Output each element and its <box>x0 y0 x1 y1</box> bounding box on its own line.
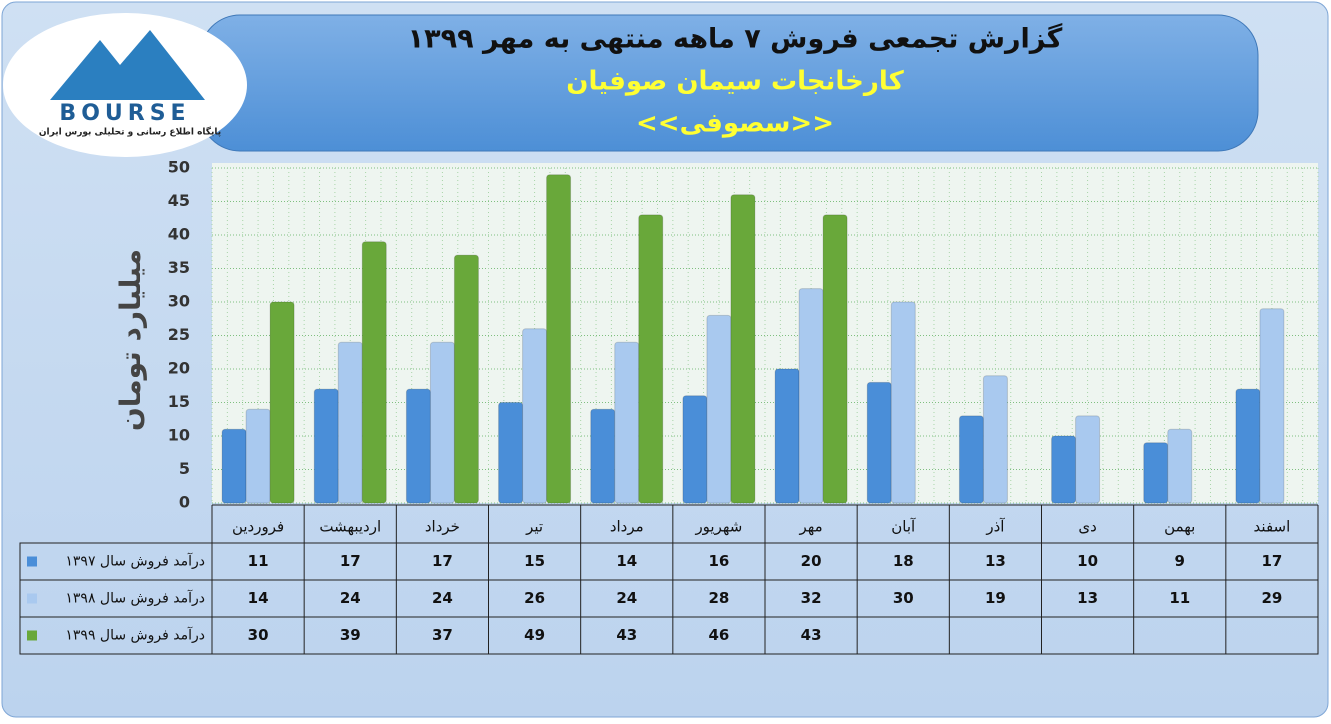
bar <box>361 241 387 504</box>
bar <box>337 341 363 504</box>
bar <box>522 328 548 504</box>
bar <box>706 314 732 504</box>
table-value: 26 <box>524 589 545 607</box>
table-value: 30 <box>893 589 914 607</box>
y-tick-label: 0 <box>179 493 190 512</box>
chart-symbol: <<سصوفی>> <box>636 109 834 139</box>
table-value: 13 <box>985 552 1006 570</box>
y-tick-label: 50 <box>168 158 190 177</box>
table-value: 16 <box>708 552 729 570</box>
table-value: 17 <box>1261 552 1282 570</box>
bar <box>313 388 339 504</box>
bar <box>1235 388 1261 504</box>
x-tick-label: مرداد <box>610 518 644 536</box>
x-tick-label: مهر <box>798 518 822 536</box>
table-value: 43 <box>616 626 637 644</box>
table-value: 19 <box>985 589 1006 607</box>
y-tick-label: 25 <box>168 325 190 344</box>
bar <box>682 395 708 504</box>
x-tick-label: اردیبهشت <box>319 518 381 536</box>
table-value: 11 <box>1169 589 1190 607</box>
x-tick-label: خرداد <box>425 518 460 536</box>
table-value: 18 <box>893 552 914 570</box>
table-value: 17 <box>340 552 361 570</box>
table-value: 28 <box>708 589 729 607</box>
table-value: 32 <box>801 589 822 607</box>
legend-label: درآمد فروش سال ۱۳۹۷ <box>65 553 205 570</box>
table-value: 46 <box>708 626 729 644</box>
table-value: 20 <box>801 552 822 570</box>
bar <box>866 381 892 504</box>
bar <box>958 415 984 504</box>
bar <box>429 341 455 504</box>
bar <box>982 375 1008 504</box>
logo-shape <box>50 30 205 100</box>
x-tick-label: تیر <box>525 518 543 536</box>
table-value: 11 <box>248 552 269 570</box>
legend-swatch <box>27 630 37 641</box>
legend-label: درآمد فروش سال ۱۳۹۹ <box>65 627 205 644</box>
bar <box>221 428 247 504</box>
x-tick-label: بهمن <box>1164 518 1195 536</box>
chart-subtitle: کارخانجات سیمان صوفیان <box>566 67 904 97</box>
legend-swatch <box>27 556 37 567</box>
bar <box>453 254 479 504</box>
table-value: 43 <box>801 626 822 644</box>
bar <box>614 341 640 504</box>
bar <box>405 388 431 504</box>
y-axis-label: میلیارد تومان <box>114 249 147 431</box>
table-value: 29 <box>1261 589 1282 607</box>
legend-swatch <box>27 593 37 604</box>
table-value: 17 <box>432 552 453 570</box>
legend-label: درآمد فروش سال ۱۳۹۸ <box>65 590 205 607</box>
y-tick-label: 45 <box>168 191 190 210</box>
logo-tagline: پایگاه اطلاع رسانی و تحلیلی بورس ایران <box>39 126 221 138</box>
table-value: 30 <box>248 626 269 644</box>
table-value: 15 <box>524 552 545 570</box>
table-value: 9 <box>1175 552 1185 570</box>
y-tick-label: 10 <box>168 426 190 445</box>
bar <box>890 301 916 504</box>
x-tick-label: آبان <box>891 518 916 536</box>
bar <box>498 402 524 504</box>
y-tick-label: 15 <box>168 392 190 411</box>
bar <box>546 174 572 504</box>
table-value: 14 <box>616 552 637 570</box>
y-tick-label: 35 <box>168 258 190 277</box>
bar <box>798 288 824 504</box>
x-tick-label: آذر <box>985 518 1005 536</box>
table-value: 24 <box>432 589 453 607</box>
x-tick-label: شهریور <box>694 518 742 536</box>
bar <box>1075 415 1101 504</box>
bar <box>269 301 295 504</box>
x-tick-label: دی <box>1078 518 1096 536</box>
bar <box>730 194 756 504</box>
bar <box>822 214 848 504</box>
table-value: 24 <box>340 589 361 607</box>
bar <box>590 408 616 504</box>
x-tick-label: فروردین <box>232 518 284 536</box>
y-tick-label: 5 <box>179 459 190 478</box>
table-value: 24 <box>616 589 637 607</box>
table-value: 13 <box>1077 589 1098 607</box>
chart-title: گزارش تجمعی فروش ۷ ماهه منتهی به مهر ۱۳۹… <box>408 23 1063 55</box>
table-value: 14 <box>248 589 269 607</box>
bar <box>1259 308 1285 504</box>
table-value: 37 <box>432 626 453 644</box>
bar <box>245 408 271 504</box>
bar <box>638 214 664 504</box>
table-value: 49 <box>524 626 545 644</box>
bar <box>1167 428 1193 504</box>
y-tick-label: 20 <box>168 359 190 378</box>
bar <box>1051 435 1077 504</box>
bar <box>774 368 800 504</box>
x-tick-label: اسفند <box>1254 518 1291 536</box>
bar <box>1143 442 1169 504</box>
table-value: 39 <box>340 626 361 644</box>
table-value: 10 <box>1077 552 1098 570</box>
logo-name: BOURSE <box>59 101 190 126</box>
y-tick-label: 30 <box>168 292 190 311</box>
y-tick-label: 40 <box>168 225 190 244</box>
